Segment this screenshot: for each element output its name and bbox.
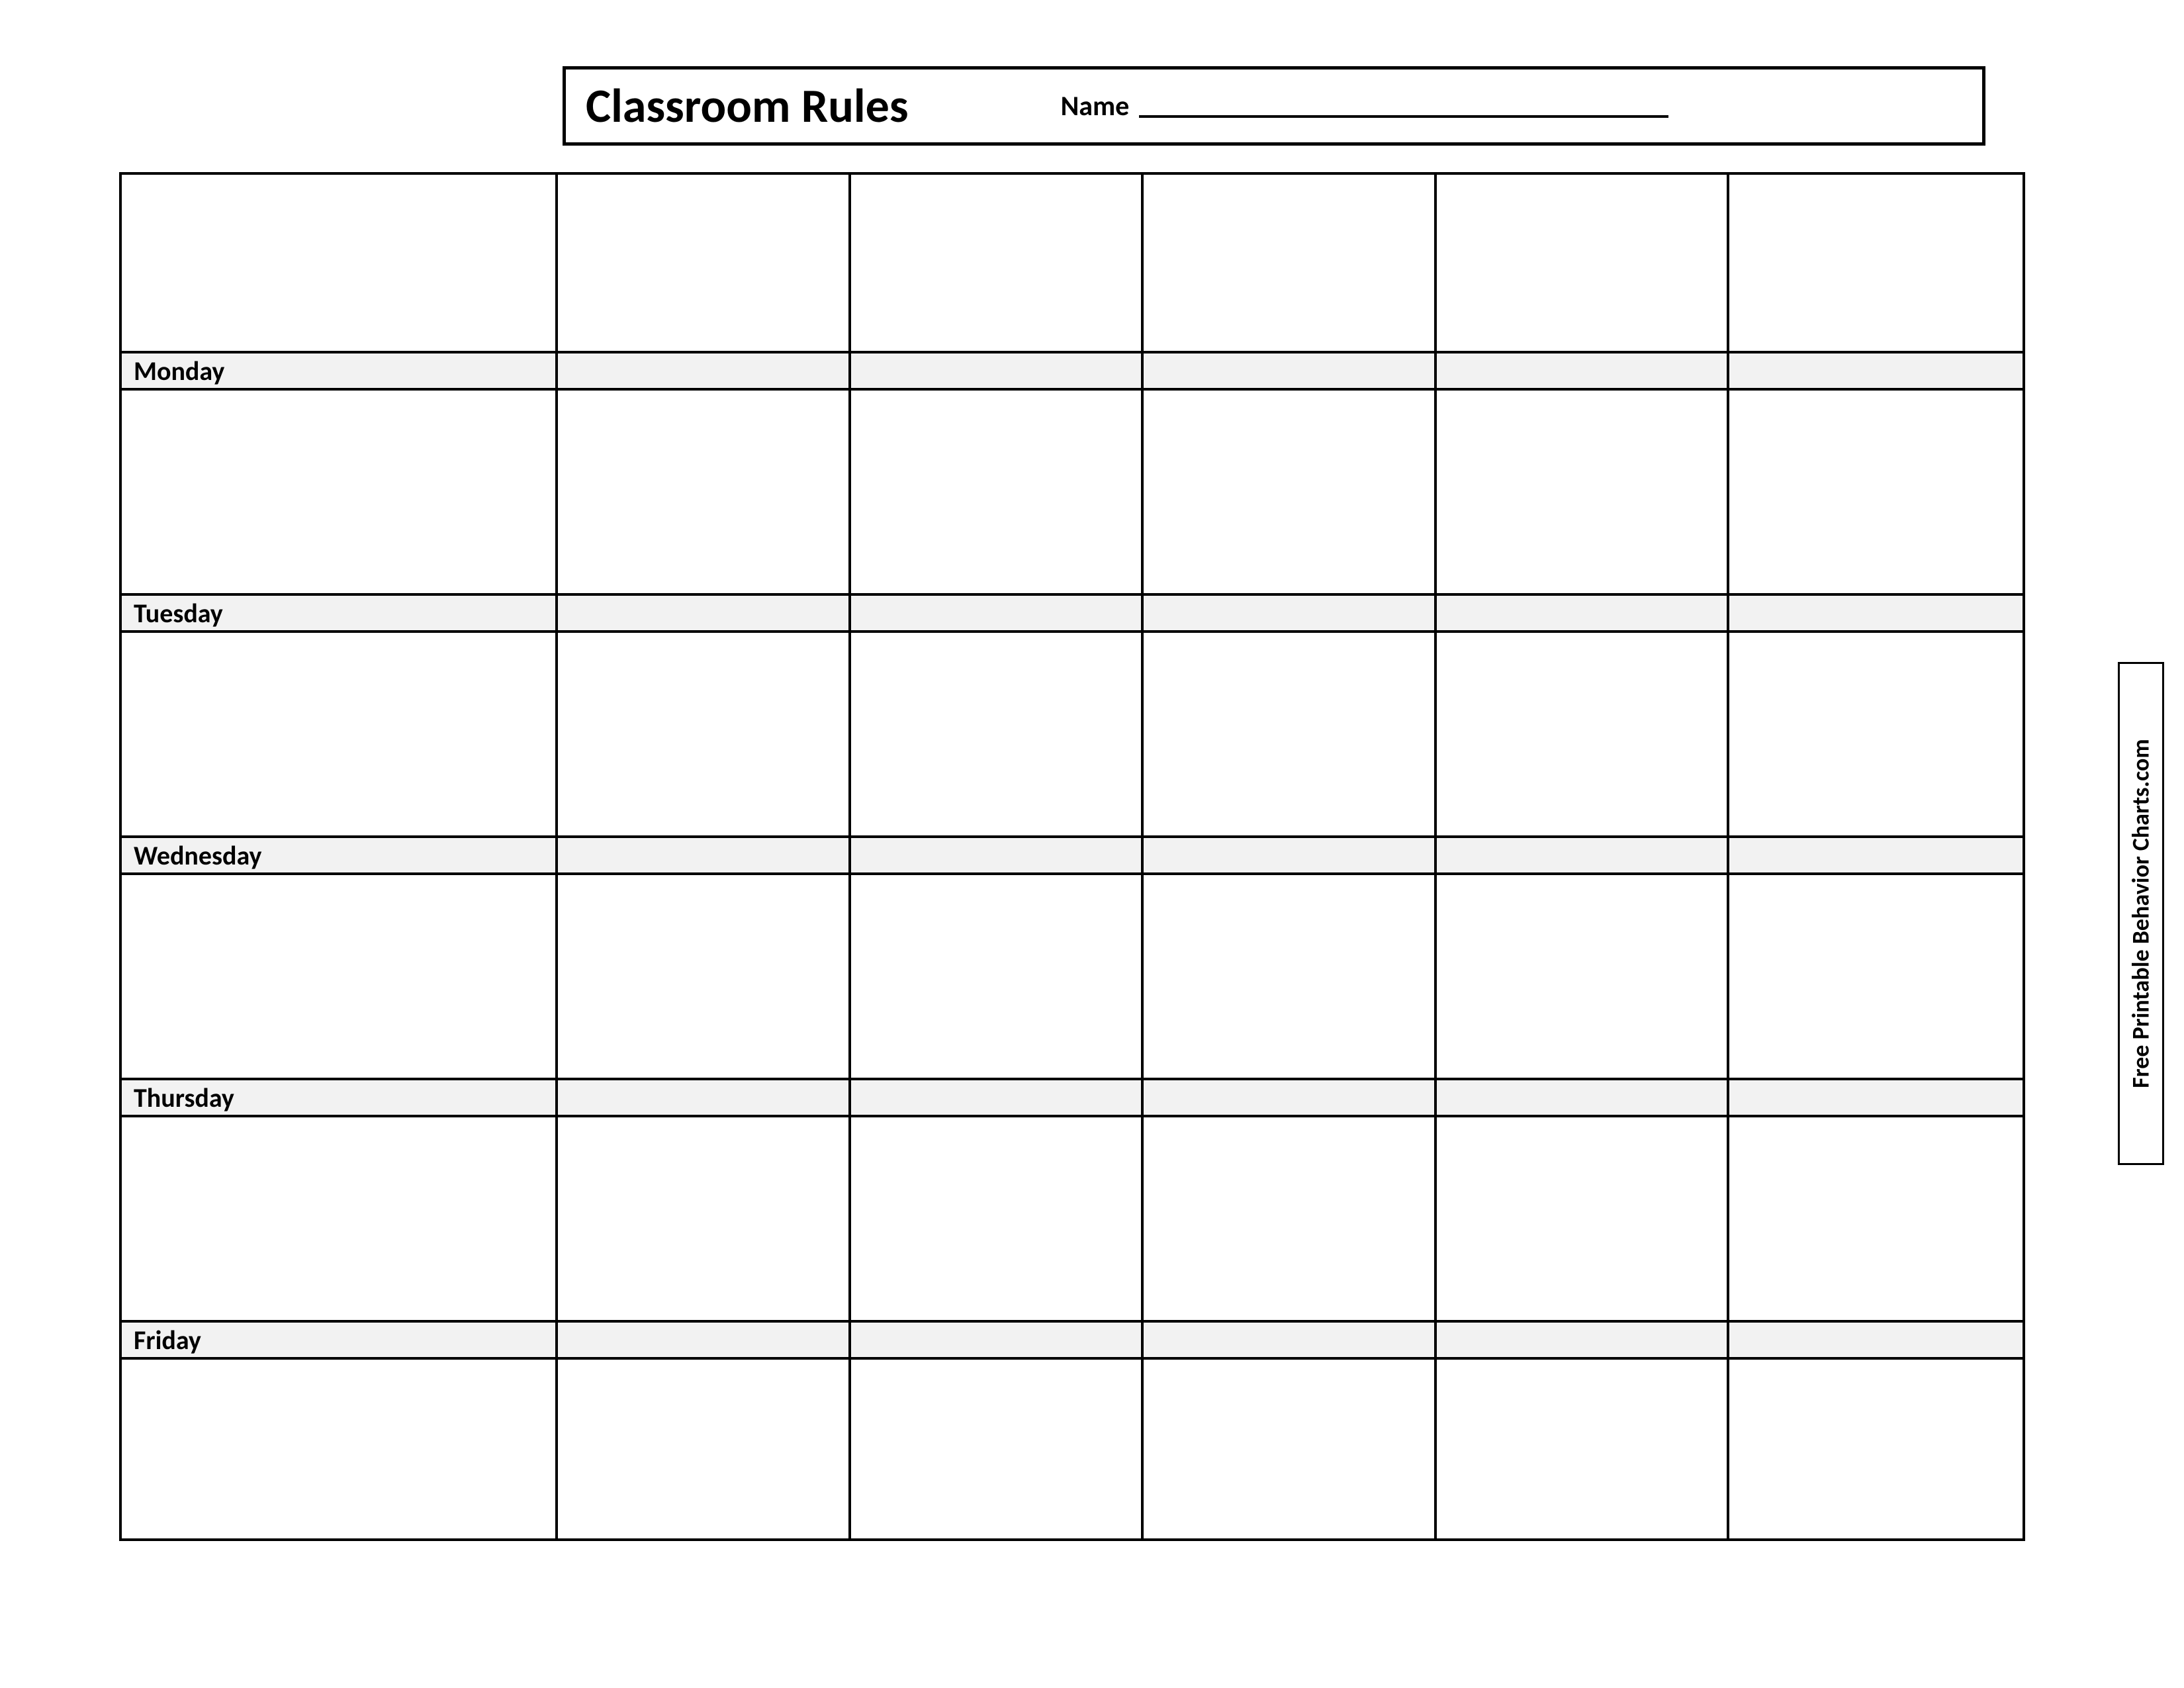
- title-box: Classroom Rules Name: [563, 66, 1985, 146]
- day-header-cell: [1437, 838, 1730, 875]
- grid-cell[interactable]: [1729, 391, 2023, 596]
- grid-cell[interactable]: [851, 633, 1144, 838]
- grid-cell[interactable]: [558, 1117, 851, 1323]
- day-header-cell: [1144, 596, 1437, 633]
- day-label-wednesday: Wednesday: [122, 838, 558, 875]
- day-header-cell: [1144, 1323, 1437, 1360]
- grid-cell[interactable]: [1729, 633, 2023, 838]
- grid-cell[interactable]: [1144, 391, 1437, 596]
- day-label-monday: Monday: [122, 353, 558, 391]
- grid-cell[interactable]: [1437, 1117, 1730, 1323]
- header-cell-blank: [122, 175, 558, 353]
- grid-cell[interactable]: [851, 1117, 1144, 1323]
- rule-header-2[interactable]: [851, 175, 1144, 353]
- day-header-cell: [1437, 1323, 1730, 1360]
- rules-grid: Monday Tuesday: [119, 172, 2025, 1541]
- rules-header-row: [122, 175, 2023, 353]
- day-body-cell[interactable]: [122, 1117, 558, 1323]
- day-header-cell: [1144, 353, 1437, 391]
- day-label-friday: Friday: [122, 1323, 558, 1360]
- day-body-cell[interactable]: [122, 875, 558, 1080]
- grid-cell[interactable]: [1144, 1117, 1437, 1323]
- grid-cell[interactable]: [1729, 1117, 2023, 1323]
- grid-cell[interactable]: [1437, 1360, 1730, 1538]
- grid-cell[interactable]: [558, 1360, 851, 1538]
- grid-cell[interactable]: [1144, 1360, 1437, 1538]
- day-header-cell: [558, 838, 851, 875]
- day-header-cell: [1729, 1323, 2023, 1360]
- day-label-tuesday: Tuesday: [122, 596, 558, 633]
- worksheet-page: Classroom Rules Name Monday: [119, 66, 2025, 1541]
- day-header-cell: [558, 1080, 851, 1117]
- day-body-row: [122, 633, 2023, 838]
- day-label-thursday: Thursday: [122, 1080, 558, 1117]
- day-header-cell: [851, 1080, 1144, 1117]
- attribution-side-label: Free Printable Behavior Charts.com: [2118, 662, 2164, 1165]
- grid-cell[interactable]: [1144, 633, 1437, 838]
- day-header-cell: [1437, 353, 1730, 391]
- rule-header-3[interactable]: [1144, 175, 1437, 353]
- day-body-row: [122, 1360, 2023, 1538]
- day-body-row: [122, 1117, 2023, 1323]
- grid-cell[interactable]: [1437, 391, 1730, 596]
- page-title: Classroom Rules: [586, 77, 909, 135]
- day-header-row: Wednesday: [122, 838, 2023, 875]
- day-header-cell: [1729, 596, 2023, 633]
- day-body-row: [122, 875, 2023, 1080]
- grid-cell[interactable]: [1437, 633, 1730, 838]
- day-body-cell[interactable]: [122, 633, 558, 838]
- day-header-cell: [1144, 838, 1437, 875]
- grid-cell[interactable]: [851, 1360, 1144, 1538]
- grid-cell[interactable]: [558, 391, 851, 596]
- day-header-cell: [558, 596, 851, 633]
- name-input-line[interactable]: [1139, 94, 1668, 118]
- grid-cell[interactable]: [1729, 875, 2023, 1080]
- rule-header-4[interactable]: [1437, 175, 1730, 353]
- day-header-row: Tuesday: [122, 596, 2023, 633]
- day-body-cell[interactable]: [122, 1360, 558, 1538]
- rule-header-1[interactable]: [558, 175, 851, 353]
- day-header-cell: [851, 838, 1144, 875]
- grid-cell[interactable]: [558, 633, 851, 838]
- rule-header-5[interactable]: [1729, 175, 2023, 353]
- day-body-row: [122, 391, 2023, 596]
- day-header-cell: [851, 596, 1144, 633]
- attribution-text: Free Printable Behavior Charts.com: [2126, 739, 2156, 1088]
- day-header-cell: [851, 1323, 1144, 1360]
- day-header-cell: [558, 353, 851, 391]
- grid-cell[interactable]: [558, 875, 851, 1080]
- grid-cell[interactable]: [1437, 875, 1730, 1080]
- day-header-cell: [1729, 1080, 2023, 1117]
- day-header-cell: [1729, 353, 2023, 391]
- name-label: Name: [1061, 89, 1130, 123]
- day-header-row: Thursday: [122, 1080, 2023, 1117]
- grid-cell[interactable]: [1144, 875, 1437, 1080]
- day-header-cell: [558, 1323, 851, 1360]
- day-header-cell: [851, 353, 1144, 391]
- grid-cell[interactable]: [851, 391, 1144, 596]
- day-header-cell: [1729, 838, 2023, 875]
- day-header-cell: [1144, 1080, 1437, 1117]
- grid-cell[interactable]: [1729, 1360, 2023, 1538]
- day-header-row: Monday: [122, 353, 2023, 391]
- day-header-cell: [1437, 1080, 1730, 1117]
- day-header-cell: [1437, 596, 1730, 633]
- day-header-row: Friday: [122, 1323, 2023, 1360]
- grid-cell[interactable]: [851, 875, 1144, 1080]
- day-body-cell[interactable]: [122, 391, 558, 596]
